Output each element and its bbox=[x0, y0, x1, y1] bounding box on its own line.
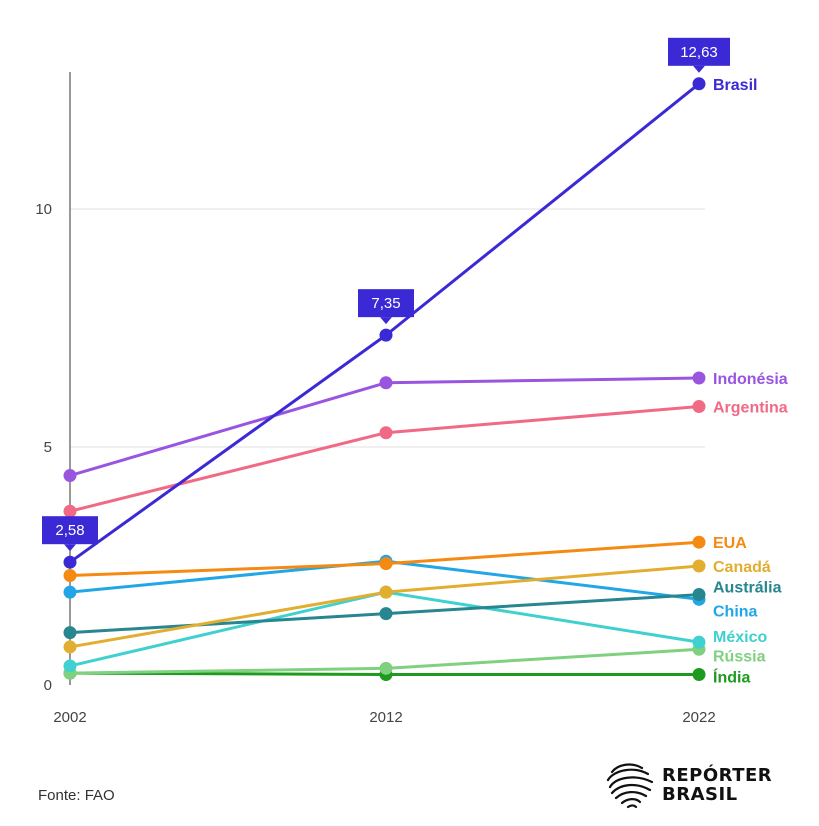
series-label-brasil: Brasil bbox=[713, 77, 757, 94]
point-russia-2012 bbox=[379, 661, 393, 675]
point-india-2022 bbox=[692, 668, 706, 682]
series-label-argentina: Argentina bbox=[713, 400, 788, 417]
callout-pointer bbox=[380, 317, 392, 325]
point-brasil-2002 bbox=[63, 555, 77, 569]
point-argentina-2022 bbox=[692, 400, 706, 414]
point-eua-2012 bbox=[379, 557, 393, 571]
logo-line-1: REPÓRTER bbox=[662, 765, 773, 786]
point-china-2002 bbox=[63, 585, 77, 599]
series-label-australia: Austrália bbox=[713, 580, 782, 597]
point-canada-2012 bbox=[379, 585, 393, 599]
x-tick-2022: 2022 bbox=[682, 709, 715, 726]
point-eua-2002 bbox=[63, 569, 77, 583]
series-label-eua: EUA bbox=[713, 535, 747, 552]
point-australia-2022 bbox=[692, 588, 706, 602]
gridlines bbox=[70, 208, 705, 448]
point-australia-2012 bbox=[379, 607, 393, 621]
callout-2022: 12,63 bbox=[668, 37, 730, 73]
logo-line-2: BRASIL bbox=[662, 784, 738, 805]
callout-box bbox=[358, 289, 414, 318]
x-tick-2002: 2002 bbox=[53, 709, 86, 726]
point-brasil-2022 bbox=[692, 77, 706, 91]
y-tick-5: 5 bbox=[44, 439, 52, 456]
point-canada-2002 bbox=[63, 640, 77, 654]
y-tick-10: 10 bbox=[35, 201, 52, 218]
series-group bbox=[63, 77, 706, 682]
point-australia-2002 bbox=[63, 626, 77, 640]
series-line-canada bbox=[69, 564, 700, 649]
series-line-brasil bbox=[69, 82, 700, 564]
value-callouts: 2,58 7,35 12,63 bbox=[42, 37, 730, 552]
point-argentina-2012 bbox=[379, 426, 393, 440]
y-tick-labels: 0 5 10 bbox=[35, 201, 52, 694]
x-tick-2012: 2012 bbox=[369, 709, 402, 726]
series-label-indonesia: Indonésia bbox=[713, 371, 788, 388]
point-brasil-2012 bbox=[379, 328, 393, 342]
point-indonesia-2022 bbox=[692, 371, 706, 385]
point-indonesia-2002 bbox=[63, 469, 77, 483]
point-mexico-2022 bbox=[692, 635, 706, 649]
series-label-china: China bbox=[713, 603, 758, 620]
point-indonesia-2012 bbox=[379, 376, 393, 390]
point-argentina-2002 bbox=[63, 504, 77, 518]
callout-pointer bbox=[693, 65, 705, 73]
callout-2002: 2,58 bbox=[42, 516, 98, 552]
callout-box bbox=[668, 37, 730, 66]
series-label-russia: Rússia bbox=[713, 648, 766, 665]
y-tick-0: 0 bbox=[44, 677, 52, 694]
point-canada-2022 bbox=[692, 559, 706, 573]
series-labels: Índia Rússia México China Austrália Canadá EUA… bbox=[713, 77, 788, 687]
line-chart: 0 5 10 2002 2012 2022 Índia Rússia México China… bbox=[35, 37, 788, 726]
callout-value: 12,63 bbox=[680, 44, 718, 61]
source-note: Fonte: FAO bbox=[38, 787, 115, 804]
x-tick-labels: 2002 2012 2022 bbox=[53, 709, 715, 726]
callout-2012: 7,35 bbox=[358, 289, 414, 325]
callout-value: 2,58 bbox=[55, 522, 84, 539]
series-label-canada: Canadá bbox=[713, 559, 771, 576]
reporter-brasil-logo: REPÓRTER BRASIL bbox=[604, 760, 794, 810]
callout-box bbox=[42, 516, 98, 545]
series-label-mexico: México bbox=[713, 629, 767, 646]
callout-pointer bbox=[64, 544, 76, 552]
point-mexico-2002 bbox=[63, 659, 77, 673]
series-label-india: Índia bbox=[713, 668, 750, 687]
callout-value: 7,35 bbox=[371, 295, 400, 312]
fingerprint-icon bbox=[606, 763, 654, 809]
point-eua-2022 bbox=[692, 535, 706, 549]
